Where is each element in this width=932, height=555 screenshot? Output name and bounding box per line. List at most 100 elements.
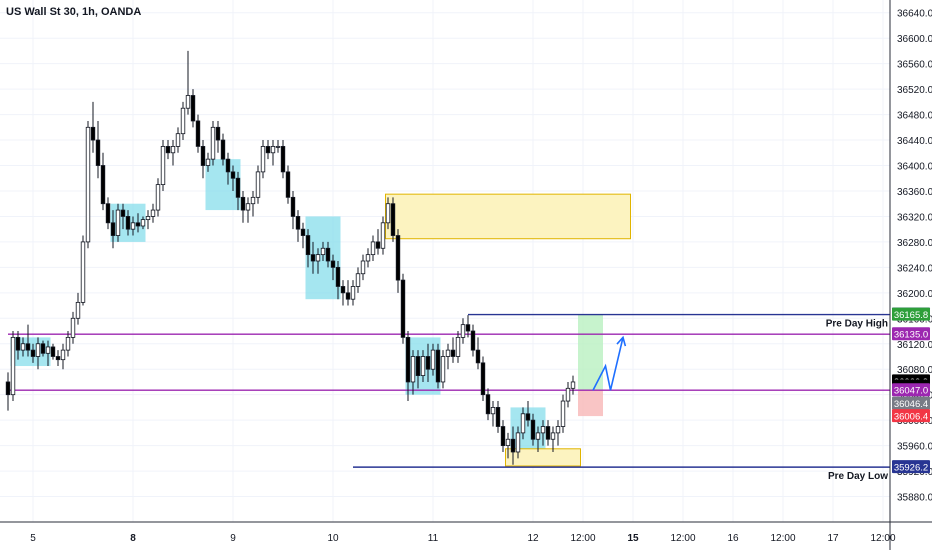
price-badge-bg (892, 460, 930, 474)
candle-body (365, 254, 371, 262)
candle-body (490, 407, 496, 415)
candle-body (75, 301, 81, 319)
candle-body (470, 330, 476, 351)
candle-body (540, 426, 546, 434)
price-tick-label: 36640.0 (897, 9, 932, 20)
price-badge-bg (892, 396, 930, 410)
price-badge: 36046.4 (892, 396, 930, 410)
time-tick-label: 15 (627, 533, 639, 544)
candle-body (485, 394, 491, 415)
candle-body (525, 413, 531, 421)
candle-body (60, 349, 66, 361)
price-tick-label: 36120.0 (897, 340, 932, 351)
time-tick-label: 12:00 (570, 533, 595, 544)
price-tick-label: 36480.0 (897, 111, 932, 122)
price-tick-label: 36520.0 (897, 85, 932, 96)
pre-day-high-label: Pre Day High (826, 319, 888, 330)
candle-body (320, 247, 326, 256)
price-tick-label: 36600.0 (897, 34, 932, 45)
price-badge: 36165.8 (892, 307, 930, 321)
projection-arrow-head (616, 335, 627, 347)
candle-body (25, 343, 31, 351)
candle-body (440, 356, 446, 383)
candle-body (430, 349, 436, 370)
candle-body (135, 222, 141, 227)
supply-zone-top (385, 193, 631, 240)
candle-body (475, 349, 481, 364)
candle-body (125, 216, 131, 230)
pre-day-low-label: Pre Day Low (828, 471, 888, 482)
candle-body (40, 343, 46, 354)
candle-body (225, 158, 231, 173)
overlays (592, 335, 627, 391)
price-badges: 36166.036165.836135.036060.948:5736047.0… (892, 307, 930, 474)
candle-body (570, 381, 576, 389)
price-badge-bg (892, 327, 930, 341)
candle-body (130, 222, 136, 230)
price-tick-label: 36440.0 (897, 136, 932, 147)
price-tick-label: 36360.0 (897, 187, 932, 198)
time-tick-label: 12:00 (870, 533, 895, 544)
candle-body (515, 432, 521, 453)
candle-body (220, 139, 226, 160)
price-badge: 36135.0 (892, 327, 930, 341)
candle-body (400, 279, 406, 338)
price-badge-label: 36165.8 (894, 310, 928, 321)
candle-body (110, 222, 116, 236)
candle-body (295, 216, 301, 230)
candle-body (405, 336, 411, 383)
candle-body (545, 426, 551, 440)
price-badge: 36006.4 (892, 409, 930, 423)
candle-body (565, 387, 571, 402)
time-tick-label: 12:00 (670, 533, 695, 544)
price-badge-label: 35926.2 (894, 463, 928, 474)
price-badge-label: 36046.4 (894, 399, 928, 410)
candle-body (395, 235, 401, 281)
candle-body (500, 426, 506, 447)
candle-body (510, 438, 516, 453)
candle-body (105, 203, 111, 224)
price-tick-label: 35960.0 (897, 442, 932, 453)
candle-body (305, 235, 311, 256)
candle-body (235, 177, 241, 198)
candle-body (385, 203, 391, 224)
candle-body (550, 432, 556, 440)
candle-body (495, 407, 501, 427)
candle-body (245, 203, 251, 211)
candle-body (250, 196, 256, 205)
price-badge-bg (892, 307, 930, 321)
candle-body (50, 346, 56, 357)
candle-body (185, 95, 191, 109)
candle-body (315, 254, 321, 262)
candle-body (55, 356, 61, 361)
price-tick-label: 36080.0 (897, 365, 932, 376)
candle-body (330, 260, 336, 268)
candle-body (345, 292, 351, 300)
grid-lines (0, 0, 890, 522)
candle-body (150, 209, 156, 217)
candle-body (350, 286, 356, 300)
candle-body (535, 432, 541, 440)
candle-body (65, 336, 71, 351)
candle-body (205, 158, 211, 166)
candle-body (280, 146, 286, 173)
time-tick-label: 12:00 (770, 533, 795, 544)
candle-body (45, 346, 51, 354)
candle-body (190, 95, 196, 122)
price-badge-label: 36135.0 (894, 330, 928, 341)
demand-zone-3 (205, 159, 241, 211)
candle-body (505, 438, 511, 447)
candle-body (165, 146, 171, 154)
candle-body (420, 356, 426, 376)
time-tick-label: 9 (230, 533, 236, 544)
candle-body (95, 139, 101, 166)
candle-body (425, 356, 431, 370)
candle-body (120, 209, 126, 217)
candle-body (455, 336, 461, 357)
price-tick-label: 36400.0 (897, 162, 932, 173)
time-tick-label: 5 (30, 533, 36, 544)
price-tick-label: 36240.0 (897, 263, 932, 274)
candle-body (390, 203, 396, 236)
